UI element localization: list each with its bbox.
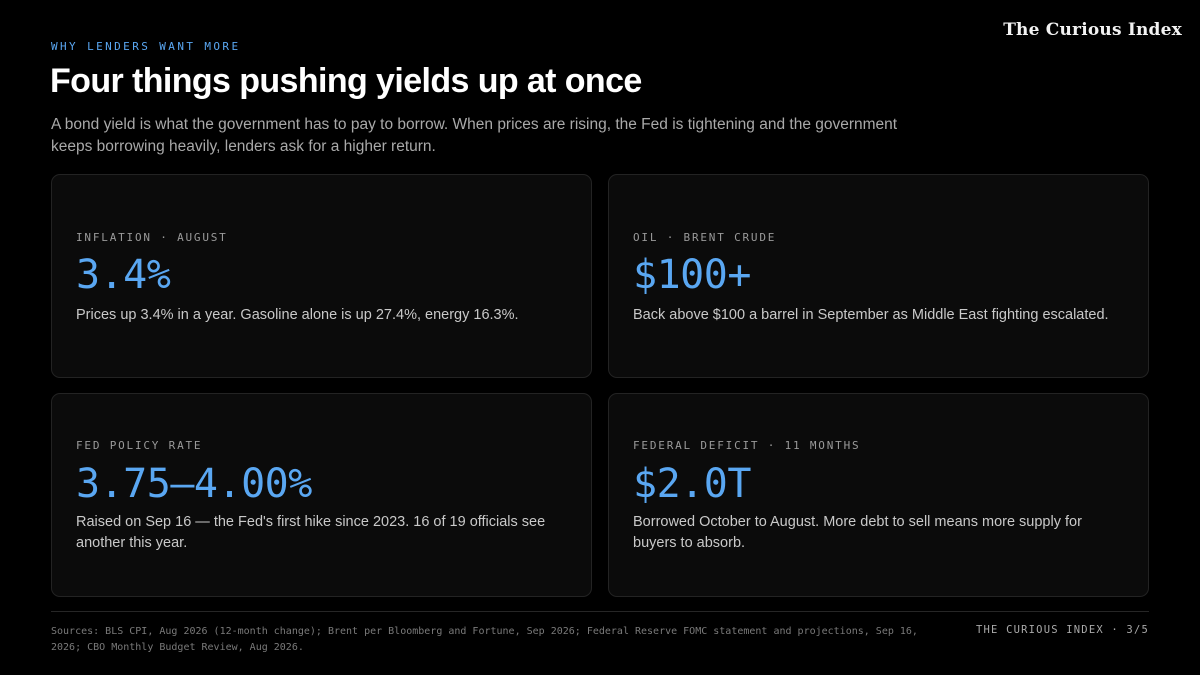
page-indicator: THE CURIOUS INDEX · 3/5 bbox=[976, 624, 1149, 636]
card-label: FEDERAL DEFICIT · 11 MONTHS bbox=[633, 439, 861, 452]
sources-note: Sources: BLS CPI, Aug 2026 (12-month cha… bbox=[51, 626, 918, 653]
eyebrow-label: WHY LENDERS WANT MORE bbox=[51, 40, 241, 53]
card-value: 3.4% bbox=[76, 252, 171, 298]
card-value: $100+ bbox=[633, 252, 751, 298]
stat-card-deficit: FEDERAL DEFICIT · 11 MONTHS $2.0T Borrow… bbox=[608, 393, 1149, 597]
brand-logo: The Curious Index bbox=[1003, 20, 1182, 40]
page-subtitle: A bond yield is what the government has … bbox=[51, 116, 898, 155]
card-value: $2.0T bbox=[633, 461, 751, 507]
stat-card-oil: OIL · BRENT CRUDE $100+ Back above $100 … bbox=[608, 174, 1149, 378]
page-title: Four things pushing yields up at once bbox=[50, 62, 642, 100]
card-value: 3.75–4.00% bbox=[76, 461, 312, 507]
stat-card-fed-rate: FED POLICY RATE 3.75–4.00% Raised on Sep… bbox=[51, 393, 592, 597]
card-label: INFLATION · AUGUST bbox=[76, 231, 228, 244]
card-description: Raised on Sep 16 — the Fed's first hike … bbox=[76, 514, 546, 551]
card-description: Borrowed October to August. More debt to… bbox=[633, 514, 1082, 551]
stat-card-inflation: INFLATION · AUGUST 3.4% Prices up 3.4% i… bbox=[51, 174, 592, 378]
card-description: Prices up 3.4% in a year. Gasoline alone… bbox=[76, 307, 519, 323]
card-label: OIL · BRENT CRUDE bbox=[633, 231, 777, 244]
card-label: FED POLICY RATE bbox=[76, 439, 203, 452]
card-description: Back above $100 a barrel in September as… bbox=[633, 307, 1109, 323]
footer-divider bbox=[51, 611, 1149, 612]
